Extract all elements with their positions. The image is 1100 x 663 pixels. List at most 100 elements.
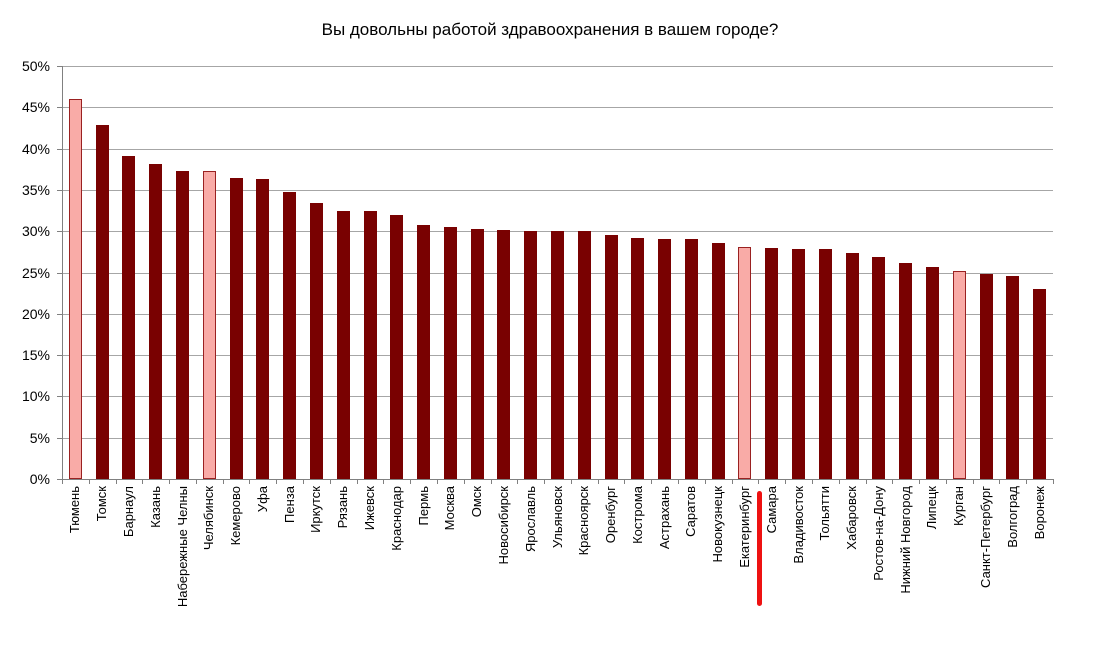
x-tick-label: Краснодар	[388, 486, 404, 551]
bar-Нижний Новгород	[899, 262, 913, 479]
y-axis-tick	[57, 107, 62, 109]
x-tick-label: Томск	[94, 486, 110, 522]
y-tick-label: 50%	[21, 58, 50, 74]
bar-Курган	[952, 270, 966, 479]
x-tick-label: Набережные Челны	[174, 486, 190, 608]
x-axis-tick	[115, 479, 117, 484]
x-tick-label: Казань	[147, 486, 163, 528]
x-tick-label: Кемерово	[228, 486, 244, 546]
x-axis-tick	[838, 479, 840, 484]
y-axis-tick	[57, 396, 62, 398]
x-tick-label: Тольятти	[817, 486, 833, 541]
x-axis-tick	[62, 479, 63, 484]
bar-Хабаровск	[845, 252, 859, 479]
bar-Тюмень	[68, 99, 82, 479]
bar-Пенза	[283, 192, 297, 479]
x-axis-tick	[597, 479, 599, 484]
x-tick-label: Саратов	[683, 486, 699, 537]
chart-title: Вы довольны работой здравоохранения в ва…	[321, 20, 779, 39]
x-axis-tick	[329, 479, 331, 484]
x-tick-label: Ростов-на-Дону	[870, 486, 886, 581]
x-axis-tick	[1053, 479, 1054, 484]
bar-Пермь	[417, 225, 431, 479]
x-axis-tick	[544, 479, 546, 484]
x-axis-tick	[651, 479, 653, 484]
y-axis-tick	[57, 355, 62, 357]
x-tick-label: Рязань	[335, 486, 351, 529]
y-axis-tick	[57, 479, 62, 480]
x-axis-tick	[919, 479, 921, 484]
x-axis-tick	[142, 479, 144, 484]
x-tick-label: Омск	[469, 486, 485, 518]
x-axis-tick	[1026, 479, 1028, 484]
x-tick-label: Кострома	[629, 486, 645, 544]
x-tick-label: Санкт-Петербург	[978, 486, 994, 588]
x-tick-label: Волгоград	[1004, 486, 1020, 548]
bar-Оренбург	[604, 235, 618, 479]
bar-Омск	[470, 228, 484, 479]
x-tick-label: Самара	[763, 486, 779, 534]
x-axis-tick	[731, 479, 733, 484]
x-axis-tick	[436, 479, 438, 484]
bar-Астрахань	[658, 238, 672, 479]
x-axis-tick	[892, 479, 894, 484]
x-axis-tick	[249, 479, 251, 484]
y-gridline	[62, 66, 1053, 67]
x-tick-label: Владивосток	[790, 486, 806, 564]
x-tick-label: Нижний Новгород	[897, 486, 913, 594]
x-axis-tick	[570, 479, 572, 484]
highlight-marker-line	[756, 491, 762, 606]
x-axis-tick	[356, 479, 358, 484]
x-axis-tick	[303, 479, 305, 484]
y-axis-tick	[57, 231, 62, 233]
x-axis-tick	[195, 479, 197, 484]
x-axis-tick	[517, 479, 519, 484]
bar-Набережные Челны	[176, 170, 190, 479]
x-tick-label: Пенза	[281, 486, 297, 523]
x-tick-label: Липецк	[924, 486, 940, 530]
bar-Волгоград	[1006, 275, 1020, 479]
x-tick-label: Ярославль	[522, 486, 538, 553]
y-gridline	[62, 189, 1053, 191]
y-tick-label: 35%	[21, 181, 50, 198]
y-tick-label: 40%	[21, 140, 50, 157]
y-tick-label: 30%	[21, 223, 50, 240]
x-axis-tick	[811, 479, 813, 484]
bar-Тольятти	[818, 248, 832, 479]
bar-Казань	[149, 164, 163, 479]
y-axis-tick	[57, 313, 62, 315]
x-axis-tick	[88, 479, 90, 484]
x-tick-label: Иркутск	[308, 486, 324, 533]
bar-Саратов	[684, 238, 698, 479]
bar-Рязань	[336, 211, 350, 479]
y-axis-tick	[57, 272, 62, 274]
bar-Ярославль	[524, 231, 538, 479]
x-axis-tick	[222, 479, 224, 484]
bar-Барнаул	[122, 156, 136, 479]
y-axis-line	[62, 66, 63, 479]
y-gridline	[62, 148, 1053, 150]
y-axis-tick	[57, 437, 62, 439]
x-tick-label: Хабаровск	[844, 486, 860, 550]
x-tick-label: Тюмень	[67, 486, 83, 534]
y-tick-label: 5%	[29, 429, 50, 446]
bar-Санкт-Петербург	[979, 274, 993, 479]
x-axis-tick	[169, 479, 171, 484]
x-axis-tick	[999, 479, 1001, 484]
x-axis-line	[62, 479, 1053, 480]
y-tick-label: 15%	[21, 347, 50, 364]
x-tick-label: Екатеринбург	[736, 486, 752, 568]
x-tick-label: Челябинск	[201, 486, 217, 551]
y-tick-label: 25%	[21, 264, 50, 281]
x-tick-label: Оренбург	[603, 486, 619, 544]
x-axis-tick	[276, 479, 278, 484]
bar-Новокузнецк	[711, 242, 725, 479]
bar-Владивосток	[792, 248, 806, 479]
bar-Ижевск	[363, 211, 377, 479]
bar-Липецк	[925, 266, 939, 479]
x-tick-label: Барнаул	[120, 486, 136, 538]
bar-Ростов-на-Дону	[872, 256, 886, 479]
bar-Воронеж	[1033, 289, 1047, 479]
bar-Кемерово	[229, 178, 243, 479]
bar-Самара	[765, 247, 779, 479]
